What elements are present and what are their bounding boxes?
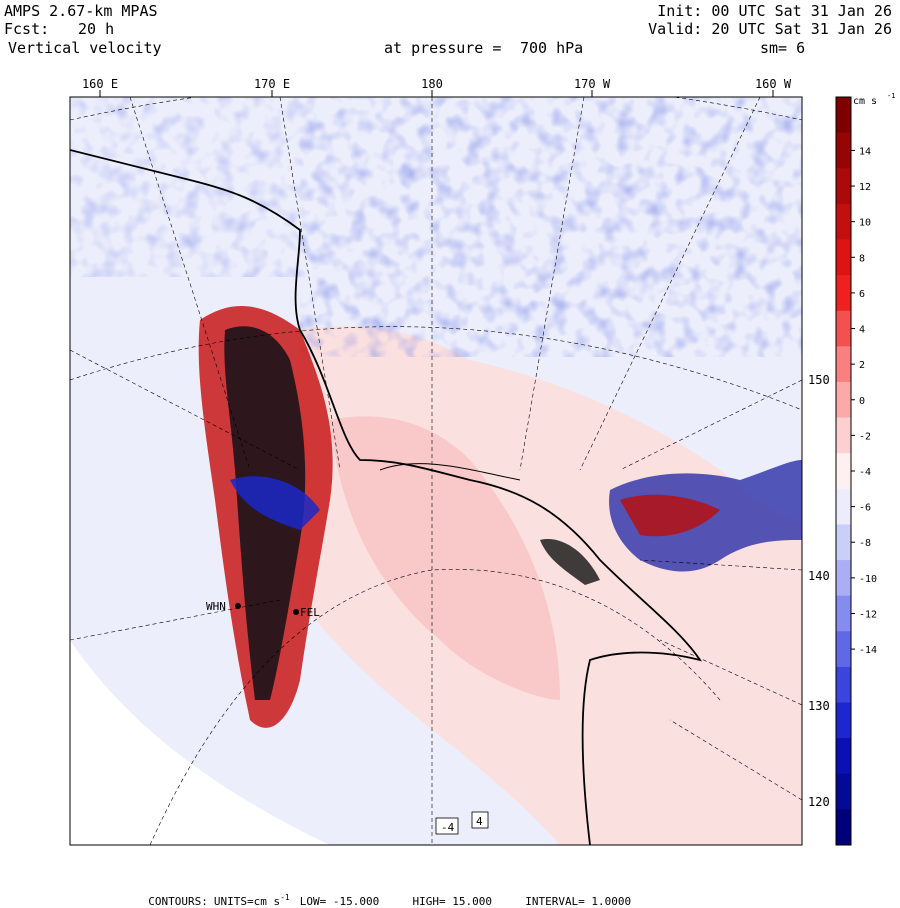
- valid-time: Valid: 20 UTC Sat 31 Jan 26: [648, 20, 892, 38]
- wave-region-central: [540, 539, 600, 585]
- contours-label: CONTOURS:: [148, 894, 208, 908]
- colorbar-tick-label: 14: [859, 146, 871, 157]
- lon-label-170e: 170 E: [254, 77, 290, 91]
- colorbar-units: cm s: [853, 96, 877, 107]
- colorbar-box: [836, 275, 851, 312]
- colorbar-tick-label: -4: [859, 467, 871, 478]
- colorbar-box: [836, 738, 851, 775]
- colorbar-tick-label: -10: [859, 574, 877, 585]
- colorbar-tick-label: 10: [859, 218, 871, 229]
- colorbar-box: [836, 560, 851, 597]
- colorbar-box: [836, 453, 851, 490]
- colorbar-tick-label: 4: [859, 325, 865, 336]
- map-ticks: [99, 90, 774, 97]
- model-title: AMPS 2.67-km MPAS: [4, 2, 158, 20]
- colorbar-box: [836, 631, 851, 668]
- lon-label-170w: 170 W: [574, 77, 611, 91]
- lon-label-160e: 160 E: [82, 77, 118, 91]
- contours-interval: INTERVAL= 1.0000: [525, 894, 632, 908]
- colorbar-tick-label: 0: [859, 396, 865, 407]
- strong-positive-region: [330, 416, 560, 700]
- colorbar-box: [836, 168, 851, 205]
- init-time: Init: 00 UTC Sat 31 Jan 26: [657, 2, 892, 20]
- negative-velocity-speckles-west: [70, 97, 300, 277]
- lon-label-180: 180: [421, 77, 443, 91]
- station-label-fel: FEL: [300, 606, 320, 619]
- map-frame: [69, 96, 803, 846]
- contour-info: CONTOURS: UNITS=cm s-1 LOW= -15.000 HIGH= …: [135, 880, 637, 908]
- contours-low: LOW= -15.000: [299, 894, 380, 908]
- smoothing-label: sm= 6: [760, 39, 806, 57]
- colorbar-box: [836, 203, 851, 240]
- colorbar-ticks: 14 12 10 8 6 4 2 0 -2 -4 -6 -8 -10 -12 -14: [851, 146, 877, 656]
- colorbar-box: [836, 310, 851, 347]
- negative-velocity-speckles: [300, 97, 802, 357]
- coastline: [70, 149, 703, 845]
- colorbar-tick-label: -2: [859, 431, 871, 442]
- colorbar-box: [836, 132, 851, 169]
- colorbar-tick-label: 8: [859, 253, 865, 264]
- colorbar-box: [836, 239, 851, 276]
- colorbar-tick-label: 12: [859, 182, 871, 193]
- colorbar-tick-label: 6: [859, 289, 865, 300]
- colorbar-box: [836, 702, 851, 739]
- contours-high: HIGH= 15.000: [412, 894, 492, 908]
- colorbar-box: [836, 381, 851, 419]
- contours-units-exponent: -1: [280, 893, 290, 902]
- colorbar-tick-label: 2: [859, 360, 865, 371]
- station-fel: FEL: [293, 606, 320, 619]
- colorbar-tick-label: -12: [859, 609, 877, 620]
- contour-label-minus4: -4: [441, 821, 455, 834]
- colorbar-box: [836, 417, 851, 454]
- contour-label-plus4: 4: [476, 815, 483, 828]
- colorbar-tick-label: -8: [859, 538, 871, 549]
- lon-label-160w: 160 W: [755, 77, 792, 91]
- forecast-label: Fcst:: [4, 20, 50, 38]
- colorbar-box: [836, 346, 851, 383]
- pressure-level-value: 700 hPa: [520, 39, 584, 57]
- colorbar-box: [836, 773, 851, 810]
- forecast-hour: 20 h: [78, 20, 115, 38]
- off-domain-area: [70, 640, 330, 845]
- colorbar-tick-label: -14: [859, 645, 877, 656]
- field-name: Vertical velocity: [8, 39, 162, 57]
- colorbar-box: [836, 666, 851, 704]
- station-label-whn: WHN: [206, 600, 226, 613]
- station-whn: WHN: [206, 600, 241, 613]
- colorbar-tick-label: -6: [859, 503, 871, 514]
- colorbar-units-exponent: -1: [887, 92, 895, 100]
- colorbar-box: [836, 809, 851, 846]
- pressure-level-label: at pressure =: [384, 39, 502, 57]
- colorbar-box: [836, 97, 851, 134]
- colorbar-box: [836, 595, 851, 632]
- mountain-wave-blue: [230, 476, 320, 530]
- grounding-line: [379, 463, 521, 481]
- contours-units: UNITS=cm s: [213, 894, 281, 908]
- wave-region-east-red: [620, 494, 720, 537]
- contour-value-labels: -4 4: [435, 811, 489, 835]
- colorbar-box: [836, 488, 851, 525]
- colorbar-boxes: [835, 96, 852, 846]
- colorbar-box: [836, 524, 851, 561]
